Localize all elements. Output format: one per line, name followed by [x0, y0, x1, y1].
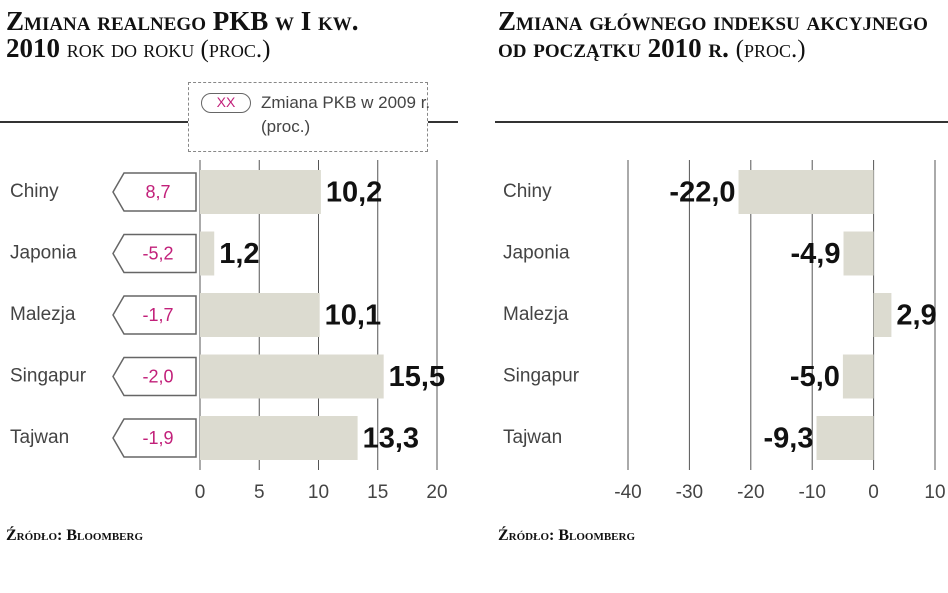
- chart-title: Zmiana realnego PKB w I kw. 2010 rok do …: [6, 6, 406, 64]
- x-tick-label: -10: [798, 482, 825, 503]
- category-label: Malezja: [503, 304, 569, 325]
- value-label: 15,5: [389, 361, 445, 393]
- value-label: 1,2: [219, 238, 259, 270]
- value-label: 10,2: [326, 177, 382, 209]
- bar: [200, 170, 321, 214]
- bar: [200, 416, 358, 460]
- value-label: 2,9: [896, 300, 936, 332]
- category-label: Malezja: [10, 304, 76, 325]
- bar: [816, 416, 874, 460]
- tag-label: -5,2: [142, 243, 173, 263]
- source: Źródło: Bloomberg: [498, 527, 636, 544]
- x-tick-label: 15: [367, 482, 388, 503]
- category-label: Chiny: [10, 181, 59, 202]
- title-text: Zmiana głównego indeksu akcyjnego od poc…: [498, 6, 928, 63]
- bar: [200, 354, 384, 399]
- value-label: 10,1: [325, 300, 381, 332]
- tag-marker: [112, 233, 197, 274]
- category-label: Tajwan: [10, 427, 69, 448]
- x-tick-label: -30: [676, 482, 703, 503]
- tag-marker: [112, 295, 197, 335]
- category-label: Tajwan: [503, 427, 562, 448]
- tag-marker: [112, 356, 197, 397]
- source: Źródło: Bloomberg: [6, 527, 144, 544]
- tag-label: -2,0: [142, 366, 173, 386]
- value-label: -9,3: [764, 423, 814, 455]
- tag-marker: [112, 418, 197, 458]
- legend-label: Zmiana PKB w 2009 r. (proc.): [261, 93, 431, 136]
- x-tick-label: 0: [195, 482, 206, 503]
- category-label: Japonia: [10, 243, 77, 264]
- x-tick-label: 10: [924, 482, 945, 503]
- value-label: 13,3: [363, 423, 419, 455]
- tag-marker: [112, 172, 197, 212]
- category-label: Singapur: [10, 366, 87, 387]
- x-tick-label: 10: [308, 482, 329, 503]
- subtitle: (proc.): [735, 36, 806, 63]
- x-tick-label: 0: [868, 482, 879, 503]
- value-label: -5,0: [790, 361, 840, 393]
- x-tick-label: 5: [254, 482, 265, 503]
- x-tick-label: -20: [737, 482, 764, 503]
- chart-title: Zmiana głównego indeksu akcyjnego od poc…: [498, 6, 943, 64]
- legend: XX Zmiana PKB w 2009 r. (proc.): [188, 82, 431, 152]
- value-label: -22,0: [669, 177, 735, 209]
- x-tick-label: 20: [426, 482, 447, 503]
- x-tick-label: -40: [614, 482, 641, 503]
- bar: [738, 170, 874, 214]
- value-label: -4,9: [791, 238, 841, 270]
- bar: [873, 293, 892, 337]
- subtitle: rok do roku (proc.): [66, 36, 271, 63]
- category-label: Chiny: [503, 181, 552, 202]
- tag-label: 8,7: [145, 182, 170, 202]
- bar: [200, 231, 215, 276]
- bar: [200, 293, 320, 337]
- legend-marker: XX: [201, 93, 251, 113]
- bar: [842, 354, 874, 399]
- category-label: Japonia: [503, 243, 570, 264]
- bar: [843, 231, 874, 276]
- title-text: Zmiana realnego PKB w I kw. 2010: [6, 6, 359, 63]
- category-label: Singapur: [503, 366, 580, 387]
- tag-label: -1,9: [142, 428, 173, 448]
- tag-label: -1,7: [142, 305, 173, 325]
